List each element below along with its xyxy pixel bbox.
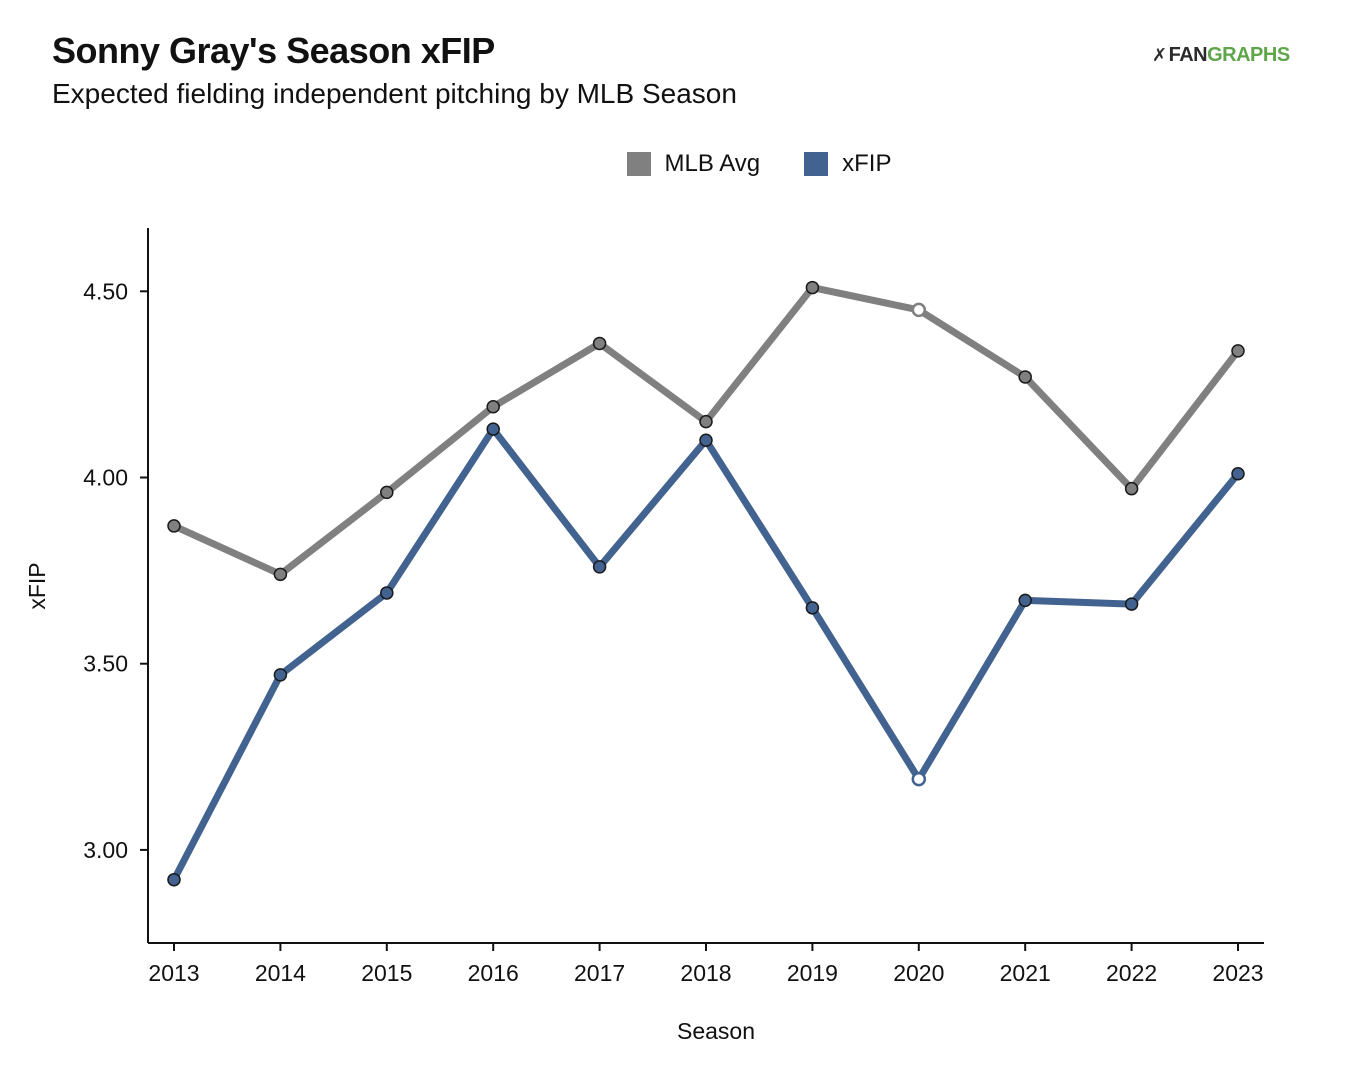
x-axis-title: Season — [677, 1018, 755, 1044]
data-point-xfip-2017[interactable] — [592, 560, 607, 574]
series-line-xfip — [170, 425, 1242, 884]
legend-swatch-xfip — [804, 152, 829, 176]
logo-mark-icon: ✗ — [1152, 45, 1167, 65]
chart-subtitle: Expected fielding independent pitching b… — [52, 78, 737, 109]
data-point-xfip-2019[interactable] — [805, 601, 820, 615]
data-point-xfip-2015[interactable] — [380, 586, 394, 600]
data-point-mlb-avg-2020[interactable] — [911, 302, 927, 318]
y-tick-label: 4.00 — [83, 465, 128, 491]
x-tick-label: 2022 — [1106, 960, 1157, 986]
legend-label-xfip: xFIP — [842, 150, 892, 177]
data-point-xfip-2020[interactable] — [911, 771, 927, 787]
x-tick-label: 2015 — [361, 960, 412, 986]
x-tick-label: 2021 — [1000, 960, 1051, 986]
data-point-xfip-2013[interactable] — [167, 872, 181, 887]
legend-swatch-mlb-avg — [626, 152, 651, 176]
data-point-mlb-avg-2021[interactable] — [1018, 370, 1032, 384]
data-point-xfip-2018[interactable] — [699, 433, 713, 448]
data-point-mlb-avg-2017[interactable] — [592, 336, 607, 351]
x-tick-label: 2016 — [468, 960, 519, 986]
data-point-xfip-2022[interactable] — [1124, 597, 1139, 611]
x-tick-label: 2014 — [255, 960, 306, 986]
data-point-mlb-avg-2022[interactable] — [1124, 481, 1139, 496]
legend-label-mlb-avg: MLB Avg — [664, 150, 761, 177]
y-axis-title: xFIP — [24, 562, 50, 609]
data-point-mlb-avg-2014[interactable] — [273, 567, 288, 582]
legend-item-mlb-avg[interactable]: MLB Avg — [626, 150, 761, 178]
data-point-mlb-avg-2013[interactable] — [167, 519, 181, 533]
x-tick-label: 2020 — [893, 960, 944, 986]
x-tick-label: 2017 — [574, 960, 625, 986]
data-point-xfip-2016[interactable] — [486, 422, 500, 436]
logo-text-fan: FAN — [1168, 44, 1208, 66]
x-tick-label: 2013 — [148, 960, 199, 986]
y-tick-label: 3.00 — [83, 837, 128, 863]
data-point-mlb-avg-2016[interactable] — [486, 400, 500, 414]
logo-text-graphs: GRAPHS — [1207, 44, 1290, 66]
series-line-mlb-avg — [170, 284, 1242, 578]
data-point-xfip-2021[interactable] — [1018, 593, 1032, 608]
y-tick-label: 3.50 — [83, 651, 128, 677]
x-tick-label: 2023 — [1212, 960, 1263, 986]
data-point-xfip-2014[interactable] — [273, 668, 288, 682]
chart-legend: MLB Avg xFIP — [0, 150, 1348, 178]
legend-item-xfip[interactable]: xFIP — [804, 150, 891, 178]
y-tick-label: 4.50 — [83, 278, 128, 304]
data-point-mlb-avg-2023[interactable] — [1231, 344, 1245, 358]
data-point-mlb-avg-2018[interactable] — [699, 414, 713, 429]
x-tick-label: 2018 — [680, 960, 731, 986]
chart-title: Sonny Gray's Season xFIP — [52, 30, 495, 71]
data-point-xfip-2023[interactable] — [1231, 467, 1245, 481]
x-tick-label: 2019 — [787, 960, 838, 986]
data-point-mlb-avg-2015[interactable] — [380, 485, 394, 500]
fangraphs-logo[interactable]: ✗ FAN GRAPHS — [1152, 44, 1290, 67]
data-point-mlb-avg-2019[interactable] — [805, 280, 820, 295]
